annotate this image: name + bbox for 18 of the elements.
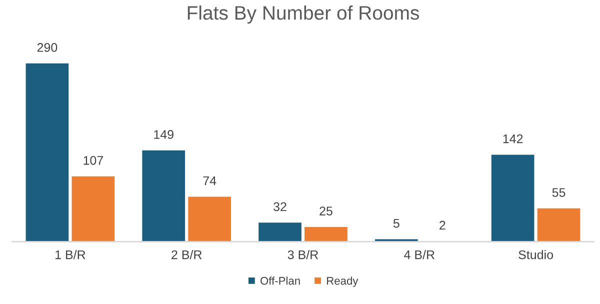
- data-label: 107: [84, 156, 103, 165]
- data-label: 290: [37, 43, 58, 52]
- data-label: 32: [274, 202, 286, 212]
- data-label: 25: [320, 206, 332, 216]
- x-tick-label: 4 B/R: [404, 250, 434, 260]
- data-label: 149: [154, 130, 174, 139]
- legend-label: Off-Plan: [260, 276, 300, 285]
- data-label: 2: [440, 220, 446, 230]
- x-tick-label: Studio: [518, 250, 553, 260]
- data-label: 55: [552, 188, 566, 197]
- x-tick-label: 1 B/R: [56, 250, 86, 260]
- x-tick-label: 2 B/R: [172, 250, 202, 260]
- legend-label: Ready: [327, 276, 358, 287]
- chart-title: Flats By Number of Rooms: [188, 6, 420, 24]
- x-tick-label: 3 B/R: [288, 250, 318, 260]
- data-label: 142: [503, 134, 523, 144]
- data-label: 74: [203, 176, 216, 186]
- data-label: 5: [393, 219, 400, 228]
